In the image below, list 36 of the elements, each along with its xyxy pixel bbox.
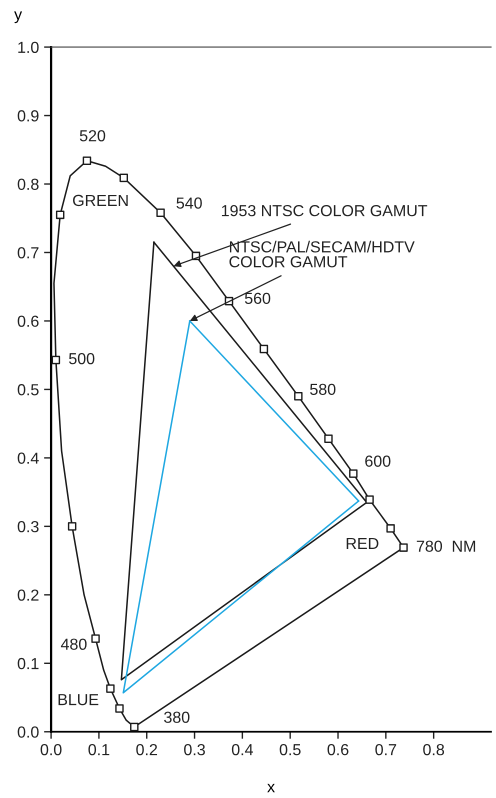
x-tick-label: 0.6 (328, 744, 348, 756)
y-tick-label: 0.8 (18, 178, 39, 190)
y-axis-title: y (14, 11, 22, 24)
annotation: BLUE (58, 694, 98, 706)
x-tick-label: 0.1 (88, 744, 110, 756)
annotation: 600 (365, 456, 390, 467)
y-tick-label: 0.1 (18, 658, 39, 670)
annotation: 780 NM (416, 540, 476, 552)
y-tick-label: 0.3 (18, 520, 39, 532)
annotation: 560 (244, 292, 270, 304)
x-tick-label: 0.5 (280, 744, 301, 756)
x-tick-label: 0.3 (184, 744, 205, 756)
x-tick-label: 0.8 (423, 744, 444, 756)
x-axis-title: x (267, 784, 275, 792)
annotation: RED (346, 538, 378, 549)
x-tick-label: 0.0 (40, 744, 62, 756)
y-tick-label: 0.5 (18, 384, 39, 396)
x-tick-label: 0.2 (136, 744, 158, 756)
y-tick-label: 0.4 (18, 452, 39, 464)
annotation: 520 (80, 130, 106, 142)
annotation: 1953 NTSC COLOR GAMUT (222, 204, 428, 216)
annotation: 480 (60, 638, 87, 650)
y-tick-label: 0.6 (18, 316, 39, 327)
x-tick-label: 0.7 (375, 744, 396, 756)
annotation: NTSC/PAL/SECAM/HDTV COLOR GAMUT (229, 240, 415, 268)
y-tick-label: 0.7 (18, 247, 38, 258)
annotation: 580 (310, 384, 336, 396)
y-tick-label: 0.2 (18, 589, 38, 601)
y-tick-label: 1.0 (18, 42, 39, 54)
annotation: 540 (176, 197, 202, 209)
annotation: 500 (69, 352, 94, 364)
annotation: GREEN (73, 194, 128, 206)
annotation: 380 (164, 712, 190, 723)
x-tick-label: 0.4 (232, 744, 254, 756)
y-tick-label: 0.0 (18, 726, 39, 738)
y-tick-label: 0.9 (18, 110, 39, 122)
